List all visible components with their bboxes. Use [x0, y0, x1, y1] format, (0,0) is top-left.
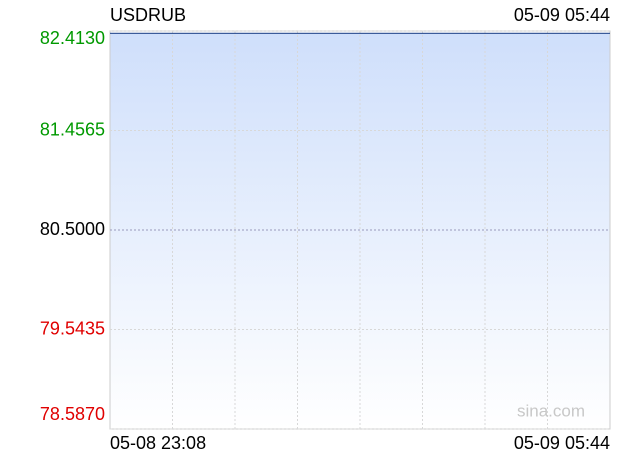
timestamp: 05-09 05:44: [514, 5, 610, 25]
x-tick-label: 05-09 05:44: [514, 433, 610, 453]
watermark: sina.com: [517, 401, 585, 420]
chart-title: USDRUB: [110, 5, 186, 25]
y-tick-label: 78.5870: [40, 404, 105, 424]
y-tick-label: 79.5435: [40, 318, 105, 338]
x-tick-label: 05-08 23:08: [110, 433, 206, 453]
y-tick-label: 81.4565: [40, 119, 105, 139]
y-tick-label: 80.5000: [40, 219, 105, 239]
y-tick-label: 82.4130: [40, 28, 105, 48]
